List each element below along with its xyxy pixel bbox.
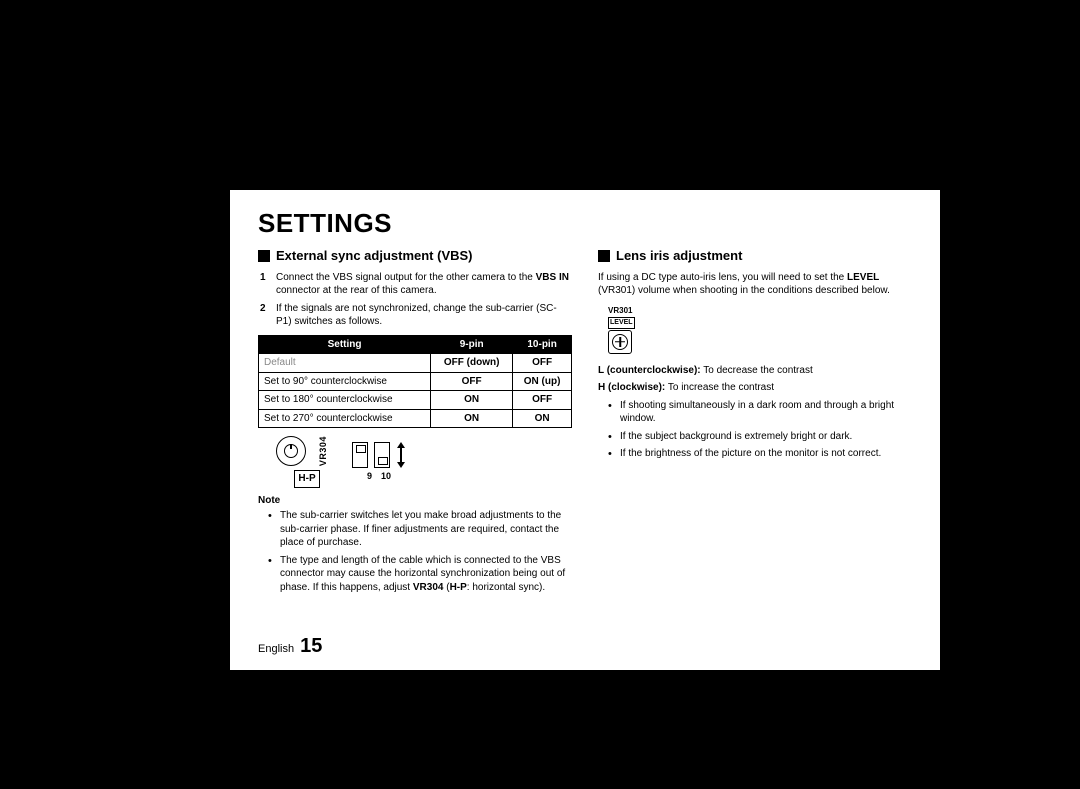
text: Connect the VBS signal output for the ot… — [276, 272, 536, 283]
conditions-list: If shooting simultaneously in a dark roo… — [598, 399, 912, 461]
list-item: If the subject background is extremely b… — [612, 430, 912, 444]
list-item: The type and length of the cable which i… — [272, 554, 572, 595]
cell: Default — [259, 354, 431, 373]
th-9pin: 9-pin — [431, 335, 513, 354]
page-number: 15 — [300, 635, 322, 658]
right-heading: Lens iris adjustment — [616, 247, 742, 265]
level-knob-icon — [608, 330, 632, 354]
table-row: Set to 180° counterclockwise ON OFF — [259, 391, 572, 410]
bold-text: LEVEL — [847, 272, 879, 283]
dip-label: 9 — [367, 470, 372, 482]
cell: Set to 270° counterclockwise — [259, 409, 431, 428]
hp-badge: H-P — [294, 470, 319, 488]
bold-text: H-P — [450, 582, 467, 593]
text: If using a DC type auto-iris lens, you w… — [598, 272, 847, 283]
vr301-diagram: VR301 LEVEL — [608, 306, 912, 354]
knob-icon — [276, 436, 306, 466]
level-badge: LEVEL — [608, 317, 635, 328]
step-2: 2 If the signals are not synchronized, c… — [258, 302, 572, 329]
vr301-label: VR301 — [608, 306, 632, 317]
cell: OFF — [431, 372, 513, 391]
table-row: Set to 270° counterclockwise ON ON — [259, 409, 572, 428]
step-number: 2 — [260, 302, 270, 329]
kv-text: To increase the contrast — [665, 382, 774, 393]
cell: ON — [431, 409, 513, 428]
footer-language: English — [258, 643, 294, 655]
vr-label: VR304 — [317, 436, 329, 466]
th-setting: Setting — [259, 335, 431, 354]
table-row: Default OFF (down) OFF — [259, 354, 572, 373]
left-heading: External sync adjustment (VBS) — [276, 247, 473, 265]
vr-knob-group: VR304 H-P — [276, 436, 338, 488]
cell: ON (up) — [513, 372, 572, 391]
kv-label: L (counterclockwise): — [598, 365, 701, 376]
kv-text: To decrease the contrast — [701, 365, 813, 376]
step-body: Connect the VBS signal output for the ot… — [276, 271, 572, 298]
list-item: If the brightness of the picture on the … — [612, 447, 912, 461]
dip-switch-icon — [352, 442, 368, 468]
cell: OFF (down) — [431, 354, 513, 373]
list-item: If shooting simultaneously in a dark roo… — [612, 399, 912, 426]
page-footer: English 15 — [258, 635, 322, 658]
table-header-row: Setting 9-pin 10-pin — [259, 335, 572, 354]
note-heading: Note — [258, 494, 572, 508]
dip-switch-group: 9 10 — [352, 442, 406, 482]
step-1: 1 Connect the VBS signal output for the … — [258, 271, 572, 298]
step-number: 1 — [260, 271, 270, 298]
text: : horizontal sync). — [467, 582, 545, 593]
step-body: If the signals are not synchronized, cha… — [276, 302, 572, 329]
cell: OFF — [513, 354, 572, 373]
note-list: The sub-carrier switches let you make br… — [258, 509, 572, 594]
left-column: External sync adjustment (VBS) 1 Connect… — [258, 247, 572, 598]
cell: ON — [513, 409, 572, 428]
settings-table: Setting 9-pin 10-pin Default OFF (down) … — [258, 335, 572, 429]
bold-text: VBS IN — [536, 272, 569, 283]
h-direction: H (clockwise): To increase the contrast — [598, 381, 912, 395]
table-row: Set to 90° counterclockwise OFF ON (up) — [259, 372, 572, 391]
square-bullet-icon — [258, 250, 270, 262]
right-column: Lens iris adjustment If using a DC type … — [598, 247, 912, 598]
text: connector at the rear of this camera. — [276, 285, 437, 296]
vr304-diagram: VR304 H-P 9 10 — [276, 436, 572, 488]
page-title: SETTINGS — [258, 208, 912, 239]
cell: ON — [431, 391, 513, 410]
bold-text: VR304 — [413, 582, 444, 593]
list-item: The sub-carrier switches let you make br… — [272, 509, 572, 550]
manual-page: SETTINGS External sync adjustment (VBS) … — [230, 190, 940, 670]
up-down-arrow-icon — [396, 442, 406, 468]
intro-paragraph: If using a DC type auto-iris lens, you w… — [598, 271, 912, 298]
two-column-layout: External sync adjustment (VBS) 1 Connect… — [258, 247, 912, 598]
text: (VR301) volume when shooting in the cond… — [598, 285, 890, 296]
th-10pin: 10-pin — [513, 335, 572, 354]
cell: Set to 180° counterclockwise — [259, 391, 431, 410]
cell: OFF — [513, 391, 572, 410]
cell: Set to 90° counterclockwise — [259, 372, 431, 391]
section-heading-right: Lens iris adjustment — [598, 247, 912, 265]
l-direction: L (counterclockwise): To decrease the co… — [598, 364, 912, 378]
dip-switch-icon — [374, 442, 390, 468]
dip-label: 10 — [381, 470, 391, 482]
section-heading-left: External sync adjustment (VBS) — [258, 247, 572, 265]
square-bullet-icon — [598, 250, 610, 262]
kv-label: H (clockwise): — [598, 382, 665, 393]
